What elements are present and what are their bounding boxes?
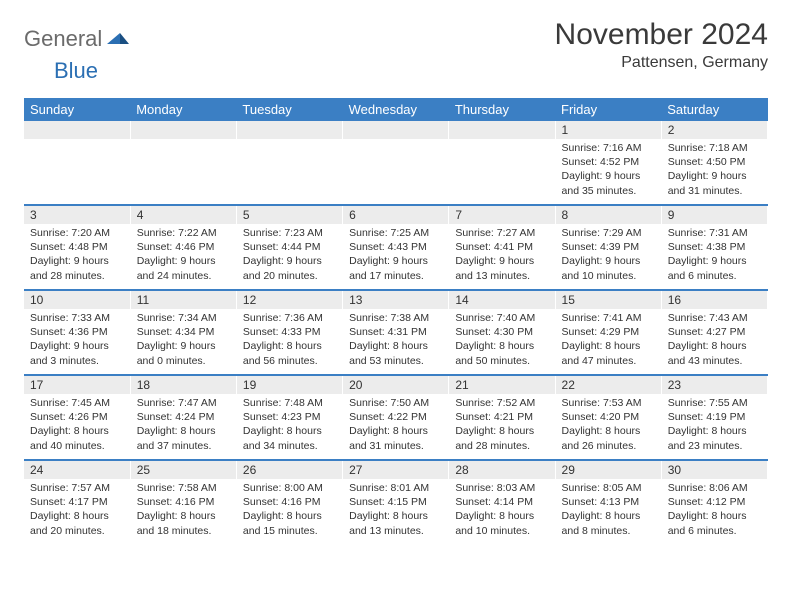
day-info-cell: Sunrise: 7:47 AMSunset: 4:24 PMDaylight:… — [130, 394, 236, 460]
day-info-row: Sunrise: 7:33 AMSunset: 4:36 PMDaylight:… — [24, 309, 768, 375]
day-number-cell: 9 — [661, 205, 767, 224]
day-info-cell: Sunrise: 7:55 AMSunset: 4:19 PMDaylight:… — [661, 394, 767, 460]
day-info-cell: Sunrise: 7:22 AMSunset: 4:46 PMDaylight:… — [130, 224, 236, 290]
day-number-cell: 4 — [130, 205, 236, 224]
day-info-cell: Sunrise: 8:03 AMSunset: 4:14 PMDaylight:… — [449, 479, 555, 545]
day-info-cell: Sunrise: 7:52 AMSunset: 4:21 PMDaylight:… — [449, 394, 555, 460]
day-number-cell — [449, 121, 555, 139]
day-info-cell: Sunrise: 7:38 AMSunset: 4:31 PMDaylight:… — [343, 309, 449, 375]
page-subtitle: Pattensen, Germany — [555, 54, 768, 72]
day-info-cell: Sunrise: 7:48 AMSunset: 4:23 PMDaylight:… — [236, 394, 342, 460]
weekday-header: Saturday — [661, 98, 767, 121]
day-number-cell: 5 — [236, 205, 342, 224]
day-number-cell: 17 — [24, 375, 130, 394]
day-number-cell: 6 — [343, 205, 449, 224]
day-number-cell: 21 — [449, 375, 555, 394]
day-info-cell: Sunrise: 7:31 AMSunset: 4:38 PMDaylight:… — [661, 224, 767, 290]
logo-mark-icon — [107, 28, 129, 51]
day-number-row: 10111213141516 — [24, 290, 768, 309]
day-info-cell: Sunrise: 7:58 AMSunset: 4:16 PMDaylight:… — [130, 479, 236, 545]
day-number-cell: 20 — [343, 375, 449, 394]
day-info-cell: Sunrise: 7:43 AMSunset: 4:27 PMDaylight:… — [661, 309, 767, 375]
day-number-cell — [130, 121, 236, 139]
day-info-cell: Sunrise: 7:20 AMSunset: 4:48 PMDaylight:… — [24, 224, 130, 290]
day-number-cell: 26 — [236, 460, 342, 479]
day-info-cell: Sunrise: 7:33 AMSunset: 4:36 PMDaylight:… — [24, 309, 130, 375]
day-info-cell: Sunrise: 7:57 AMSunset: 4:17 PMDaylight:… — [24, 479, 130, 545]
day-info-cell: Sunrise: 7:23 AMSunset: 4:44 PMDaylight:… — [236, 224, 342, 290]
day-number-cell: 28 — [449, 460, 555, 479]
weekday-header-row: Sunday Monday Tuesday Wednesday Thursday… — [24, 98, 768, 121]
day-number-cell: 23 — [661, 375, 767, 394]
day-number-cell: 30 — [661, 460, 767, 479]
logo-text-general: General — [24, 26, 102, 52]
day-info-cell: Sunrise: 7:18 AMSunset: 4:50 PMDaylight:… — [661, 139, 767, 205]
day-info-row: Sunrise: 7:16 AMSunset: 4:52 PMDaylight:… — [24, 139, 768, 205]
weekday-header: Tuesday — [236, 98, 342, 121]
day-number-cell: 11 — [130, 290, 236, 309]
day-info-cell — [236, 139, 342, 205]
day-info-cell: Sunrise: 7:25 AMSunset: 4:43 PMDaylight:… — [343, 224, 449, 290]
day-number-cell: 22 — [555, 375, 661, 394]
day-number-row: 3456789 — [24, 205, 768, 224]
calendar-table: Sunday Monday Tuesday Wednesday Thursday… — [24, 98, 768, 545]
day-number-cell: 7 — [449, 205, 555, 224]
day-info-cell: Sunrise: 7:34 AMSunset: 4:34 PMDaylight:… — [130, 309, 236, 375]
day-info-row: Sunrise: 7:57 AMSunset: 4:17 PMDaylight:… — [24, 479, 768, 545]
day-info-cell: Sunrise: 7:50 AMSunset: 4:22 PMDaylight:… — [343, 394, 449, 460]
day-number-row: 12 — [24, 121, 768, 139]
day-info-row: Sunrise: 7:45 AMSunset: 4:26 PMDaylight:… — [24, 394, 768, 460]
day-info-cell — [343, 139, 449, 205]
weekday-header: Thursday — [449, 98, 555, 121]
day-number-cell: 1 — [555, 121, 661, 139]
day-info-cell: Sunrise: 7:29 AMSunset: 4:39 PMDaylight:… — [555, 224, 661, 290]
day-info-cell: Sunrise: 8:06 AMSunset: 4:12 PMDaylight:… — [661, 479, 767, 545]
day-number-cell: 2 — [661, 121, 767, 139]
day-number-cell: 10 — [24, 290, 130, 309]
day-info-cell: Sunrise: 8:00 AMSunset: 4:16 PMDaylight:… — [236, 479, 342, 545]
day-info-cell — [24, 139, 130, 205]
day-number-cell: 29 — [555, 460, 661, 479]
day-info-row: Sunrise: 7:20 AMSunset: 4:48 PMDaylight:… — [24, 224, 768, 290]
day-number-cell: 27 — [343, 460, 449, 479]
day-number-cell — [24, 121, 130, 139]
day-number-cell: 25 — [130, 460, 236, 479]
day-number-cell: 16 — [661, 290, 767, 309]
weekday-header: Friday — [555, 98, 661, 121]
day-number-cell: 19 — [236, 375, 342, 394]
day-info-cell — [130, 139, 236, 205]
day-number-cell: 3 — [24, 205, 130, 224]
day-number-cell: 13 — [343, 290, 449, 309]
day-number-cell — [343, 121, 449, 139]
day-info-cell: Sunrise: 7:27 AMSunset: 4:41 PMDaylight:… — [449, 224, 555, 290]
day-number-cell: 18 — [130, 375, 236, 394]
day-number-row: 17181920212223 — [24, 375, 768, 394]
day-info-cell: Sunrise: 8:05 AMSunset: 4:13 PMDaylight:… — [555, 479, 661, 545]
weekday-header: Sunday — [24, 98, 130, 121]
day-info-cell: Sunrise: 8:01 AMSunset: 4:15 PMDaylight:… — [343, 479, 449, 545]
logo-text-blue: Blue — [24, 58, 98, 84]
title-block: November 2024 Pattensen, Germany — [555, 18, 768, 72]
day-number-cell: 12 — [236, 290, 342, 309]
day-number-row: 24252627282930 — [24, 460, 768, 479]
day-info-cell: Sunrise: 7:45 AMSunset: 4:26 PMDaylight:… — [24, 394, 130, 460]
day-info-cell: Sunrise: 7:41 AMSunset: 4:29 PMDaylight:… — [555, 309, 661, 375]
page-title: November 2024 — [555, 18, 768, 52]
day-number-cell: 14 — [449, 290, 555, 309]
day-number-cell — [236, 121, 342, 139]
day-info-cell: Sunrise: 7:40 AMSunset: 4:30 PMDaylight:… — [449, 309, 555, 375]
day-number-cell: 24 — [24, 460, 130, 479]
day-info-cell: Sunrise: 7:16 AMSunset: 4:52 PMDaylight:… — [555, 139, 661, 205]
weekday-header: Monday — [130, 98, 236, 121]
day-number-cell: 15 — [555, 290, 661, 309]
day-info-cell: Sunrise: 7:36 AMSunset: 4:33 PMDaylight:… — [236, 309, 342, 375]
day-info-cell: Sunrise: 7:53 AMSunset: 4:20 PMDaylight:… — [555, 394, 661, 460]
calendar-page: { "brand": { "part1": "General", "part2"… — [0, 0, 792, 612]
weekday-header: Wednesday — [343, 98, 449, 121]
logo: General — [24, 18, 131, 52]
day-info-cell — [449, 139, 555, 205]
day-number-cell: 8 — [555, 205, 661, 224]
